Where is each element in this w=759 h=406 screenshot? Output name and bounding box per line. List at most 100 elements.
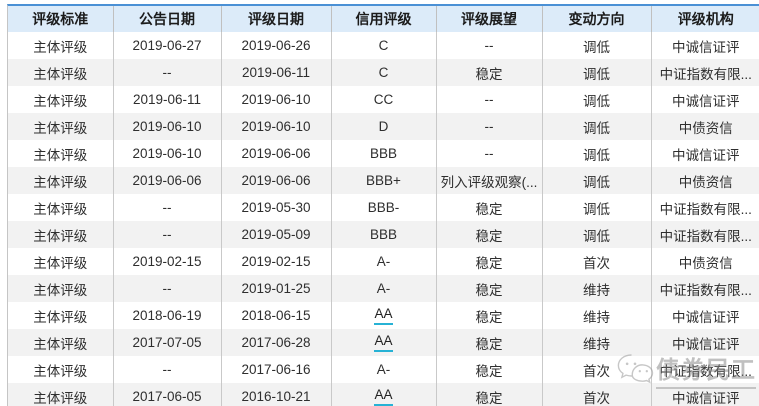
table-body: 主体评级 2019-06-27 2019-06-26 C -- 调低 中诚信证评 主体评级 --… <box>8 32 759 406</box>
cell-rating-standard: 主体评级 <box>8 329 114 356</box>
cell-announcement-date: 2019-06-11 <box>113 86 222 113</box>
cell-change-direction: 调低 <box>542 59 652 86</box>
table-row: 主体评级 2018-06-19 2018-06-15 AA 稳定 维持 中诚信证评 <box>8 302 759 329</box>
cell-rating-outlook: -- <box>436 140 543 167</box>
cell-rating-date: 2019-06-11 <box>221 59 332 86</box>
cell-rating-agency: 中证指数有限... <box>651 221 759 248</box>
cell-credit-rating: BBB+ <box>331 167 437 194</box>
cell-rating-outlook: -- <box>436 32 543 59</box>
cell-announcement-date: 2018-06-19 <box>113 302 222 329</box>
cell-rating-agency: 中债资信 <box>651 248 759 275</box>
cell-rating-standard: 主体评级 <box>8 356 114 383</box>
cell-rating-standard: 主体评级 <box>8 32 114 59</box>
table-row: 主体评级 2019-06-11 2019-06-10 CC -- 调低 中诚信证评 <box>8 86 759 113</box>
cell-rating-outlook: 稳定 <box>436 383 543 406</box>
cell-rating-agency: 中诚信证评 <box>651 32 759 59</box>
cell-rating-date: 2018-06-15 <box>221 302 332 329</box>
cell-change-direction: 调低 <box>542 32 652 59</box>
cell-rating-standard: 主体评级 <box>8 59 114 86</box>
cell-rating-outlook: 稳定 <box>436 194 543 221</box>
cell-change-direction: 调低 <box>542 113 652 140</box>
cell-credit-rating: AA <box>331 302 437 329</box>
cell-change-direction: 调低 <box>542 140 652 167</box>
table-row: 主体评级 -- 2019-05-30 BBB- 稳定 调低 中证指数有限... <box>8 194 759 221</box>
cell-rating-date: 2017-06-28 <box>221 329 332 356</box>
cell-rating-standard: 主体评级 <box>8 383 114 406</box>
cell-rating-agency: 中诚信证评 <box>651 302 759 329</box>
column-header-rating-agency: 评级机构 <box>651 6 759 32</box>
cell-announcement-date: 2017-07-05 <box>113 329 222 356</box>
cell-rating-date: 2017-06-16 <box>221 356 332 383</box>
cell-rating-outlook: 稳定 <box>436 329 543 356</box>
cell-announcement-date: 2019-06-10 <box>113 113 222 140</box>
cell-rating-agency: 中证指数有限... <box>651 275 759 302</box>
rating-table-viewport: 评级标准 公告日期 评级日期 信用评级 评级展望 变动方向 评级机构 主体评级 2… <box>7 4 759 406</box>
cell-credit-rating: A- <box>331 356 437 383</box>
table-row: 主体评级 2019-06-10 2019-06-10 D -- 调低 中债资信 <box>8 113 759 140</box>
cell-announcement-date: 2019-06-06 <box>113 167 222 194</box>
cell-rating-outlook: 稳定 <box>436 59 543 86</box>
cell-rating-standard: 主体评级 <box>8 275 114 302</box>
cell-rating-agency: 中债资信 <box>651 167 759 194</box>
cell-rating-standard: 主体评级 <box>8 167 114 194</box>
cell-change-direction: 调低 <box>542 194 652 221</box>
cell-change-direction: 维持 <box>542 275 652 302</box>
cell-change-direction: 调低 <box>542 167 652 194</box>
table-row: 主体评级 2019-06-06 2019-06-06 BBB+ 列入评级观察(... 调低… <box>8 167 759 194</box>
cell-announcement-date: -- <box>113 59 222 86</box>
cell-credit-rating: A- <box>331 275 437 302</box>
cell-rating-agency: 中诚信证评 <box>651 86 759 113</box>
credit-rating-link[interactable]: AA <box>374 387 393 406</box>
cell-rating-outlook: 稳定 <box>436 356 543 383</box>
cell-credit-rating: C <box>331 59 437 86</box>
cell-rating-agency: 中债资信 <box>651 113 759 140</box>
cell-rating-agency: 中证指数有限... <box>651 356 759 383</box>
column-header-change-direction: 变动方向 <box>542 6 652 32</box>
cell-change-direction: 首次 <box>542 356 652 383</box>
cell-rating-date: 2019-02-15 <box>221 248 332 275</box>
table-row: 主体评级 -- 2019-05-09 BBB 稳定 调低 中证指数有限... <box>8 221 759 248</box>
cell-rating-agency: 中诚信证评 <box>651 383 759 406</box>
cell-rating-date: 2019-06-10 <box>221 86 332 113</box>
cell-announcement-date: -- <box>113 221 222 248</box>
cell-rating-standard: 主体评级 <box>8 302 114 329</box>
table-header-row: 评级标准 公告日期 评级日期 信用评级 评级展望 变动方向 评级机构 <box>8 6 759 32</box>
table-row: 主体评级 -- 2019-06-11 C 稳定 调低 中证指数有限... <box>8 59 759 86</box>
cell-rating-agency: 中证指数有限... <box>651 59 759 86</box>
table-row: 主体评级 -- 2019-01-25 A- 稳定 维持 中证指数有限... <box>8 275 759 302</box>
table-row: 主体评级 2017-06-05 2016-10-21 AA 稳定 首次 中诚信证评 <box>8 383 759 406</box>
cell-announcement-date: 2017-06-05 <box>113 383 222 406</box>
credit-rating-link[interactable]: AA <box>374 306 393 325</box>
cell-rating-date: 2019-06-26 <box>221 32 332 59</box>
cell-rating-date: 2019-05-30 <box>221 194 332 221</box>
cell-rating-standard: 主体评级 <box>8 221 114 248</box>
column-header-credit-rating: 信用评级 <box>331 6 437 32</box>
cell-rating-date: 2019-06-06 <box>221 167 332 194</box>
table-row: 主体评级 -- 2017-06-16 A- 稳定 首次 中证指数有限... <box>8 356 759 383</box>
cell-announcement-date: -- <box>113 275 222 302</box>
cell-announcement-date: -- <box>113 356 222 383</box>
cell-rating-outlook: 稳定 <box>436 275 543 302</box>
column-header-announcement-date: 公告日期 <box>113 6 222 32</box>
cell-announcement-date: -- <box>113 194 222 221</box>
cell-rating-agency: 中诚信证评 <box>651 140 759 167</box>
column-header-rating-standard: 评级标准 <box>8 6 114 32</box>
cell-change-direction: 首次 <box>542 383 652 406</box>
cell-credit-rating: BBB <box>331 221 437 248</box>
table-row: 主体评级 2017-07-05 2017-06-28 AA 稳定 维持 中诚信证评 <box>8 329 759 356</box>
table-row: 主体评级 2019-06-27 2019-06-26 C -- 调低 中诚信证评 <box>8 32 759 59</box>
credit-rating-link[interactable]: AA <box>374 333 393 352</box>
cell-rating-outlook: 列入评级观察(... <box>436 167 543 194</box>
cell-credit-rating: D <box>331 113 437 140</box>
cell-rating-agency: 中诚信证评 <box>651 329 759 356</box>
cell-credit-rating: AA <box>331 383 437 406</box>
cell-rating-date: 2019-06-10 <box>221 113 332 140</box>
cell-announcement-date: 2019-02-15 <box>113 248 222 275</box>
cell-change-direction: 维持 <box>542 329 652 356</box>
cell-rating-date: 2016-10-21 <box>221 383 332 406</box>
table-row: 主体评级 2019-06-10 2019-06-06 BBB -- 调低 中诚信证评 <box>8 140 759 167</box>
cell-announcement-date: 2019-06-27 <box>113 32 222 59</box>
column-header-rating-date: 评级日期 <box>221 6 332 32</box>
cell-rating-standard: 主体评级 <box>8 140 114 167</box>
cell-credit-rating: CC <box>331 86 437 113</box>
